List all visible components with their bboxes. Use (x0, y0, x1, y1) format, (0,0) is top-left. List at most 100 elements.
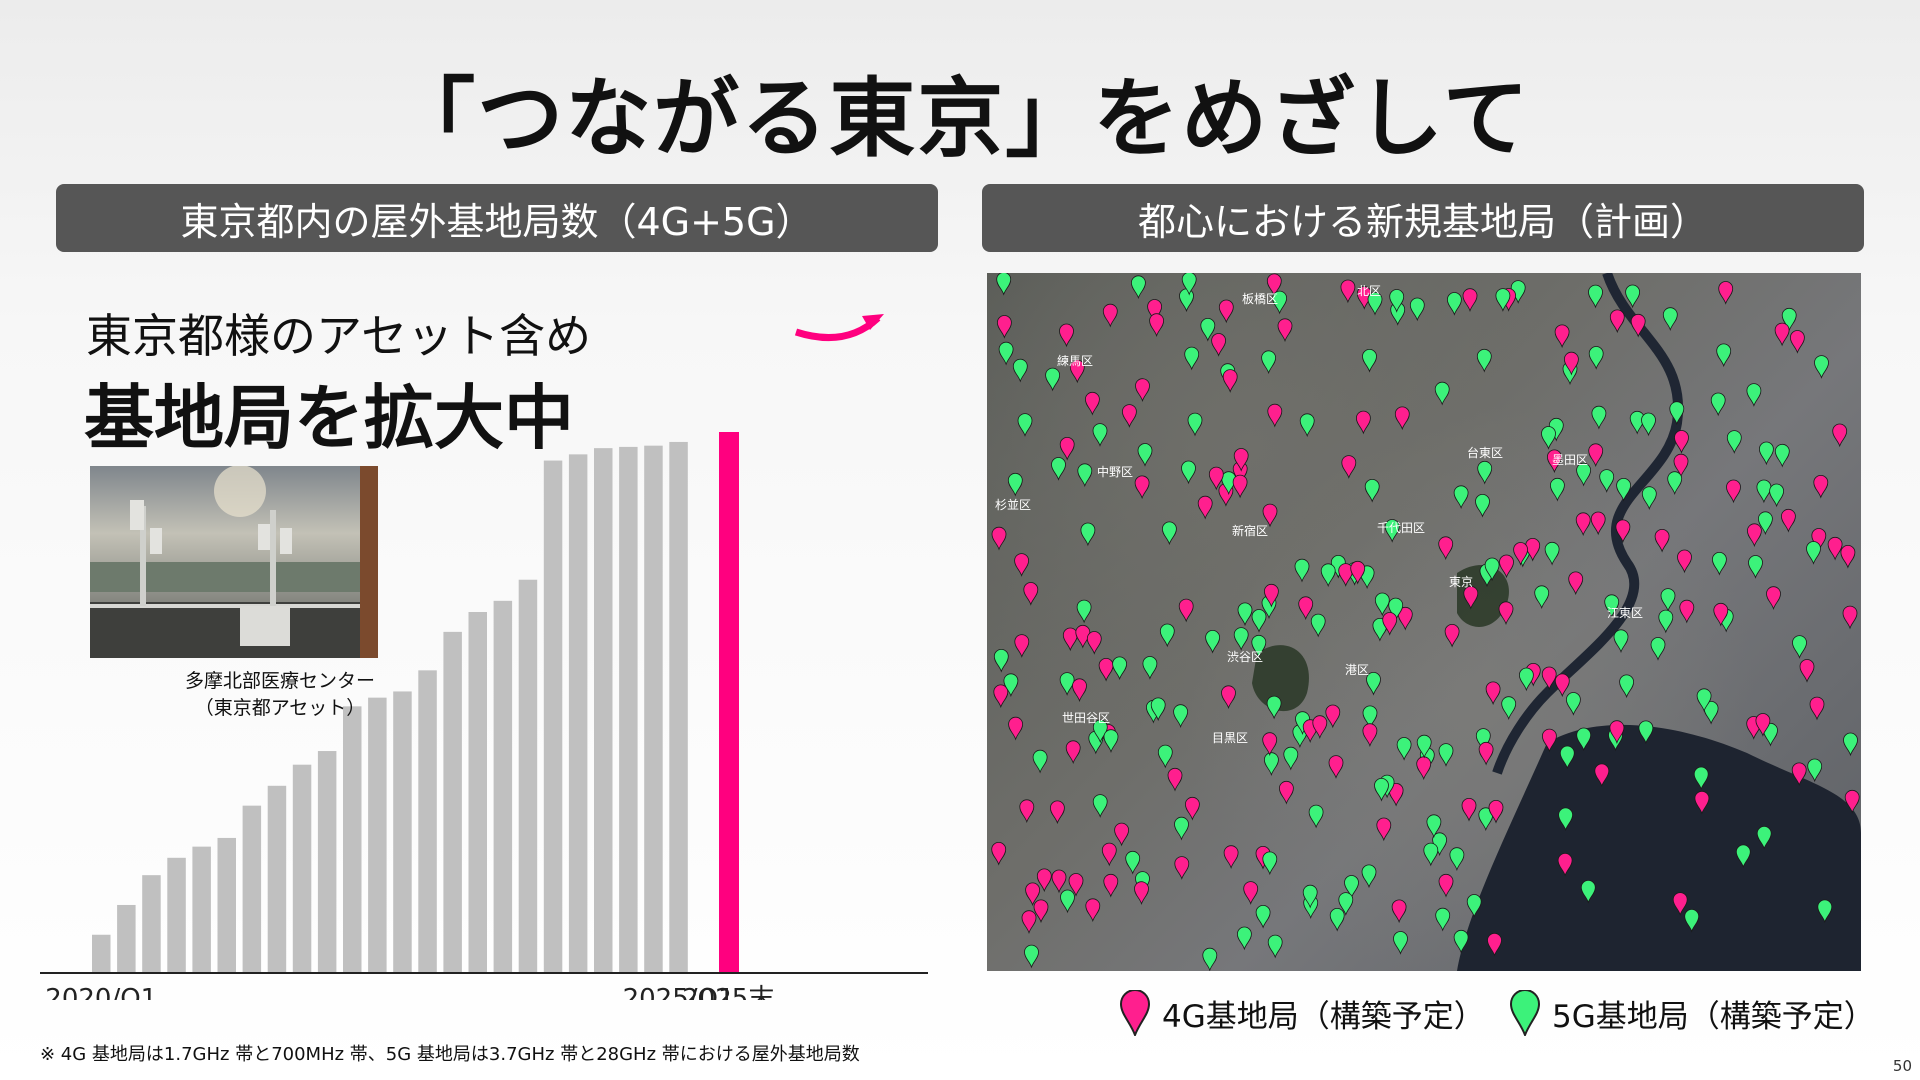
pin-5g-icon (1389, 289, 1405, 313)
pin-4g-icon (1221, 685, 1236, 710)
pin-5g-icon (1534, 585, 1550, 610)
pin-5g-icon (1792, 635, 1807, 659)
district-label: 江東区 (1607, 606, 1643, 620)
pin-4g-icon (1718, 281, 1734, 305)
pin-4g-icon (1341, 455, 1357, 479)
bar-14 (443, 631, 462, 972)
pin-4g-icon (1149, 313, 1165, 337)
pin-5g-icon (1059, 672, 1075, 696)
pin-4g-icon (1101, 842, 1117, 867)
pin-5g-icon (1012, 358, 1028, 383)
pin-5g-icon (1024, 944, 1039, 969)
pin-5g-icon (1388, 597, 1404, 622)
green-area (1457, 564, 1509, 627)
pin-5g-icon (1157, 744, 1173, 769)
district-label: 中野区 (1097, 464, 1133, 479)
pin-5g-icon (1629, 410, 1645, 435)
pin-5g-icon (1475, 494, 1490, 518)
pin-4g-icon (1023, 582, 1039, 606)
legend-5g: 5G基地局（構築予定） (1510, 990, 1875, 1036)
pin-5g-icon (1007, 472, 1023, 497)
pin-5g-icon (1261, 350, 1277, 375)
pin-4g-icon (1098, 658, 1114, 682)
pin-5g-icon (996, 273, 1012, 296)
pin-4g-icon (1487, 932, 1502, 957)
district-label: 新宿区 (1232, 523, 1268, 538)
photo-caption-line1: 多摩北部医療センター (184, 670, 375, 692)
photo-caption: 多摩北部医療センター （東京都アセット） (150, 668, 410, 722)
pin-5g-icon (1438, 743, 1454, 767)
pin-5g-icon (1142, 656, 1158, 680)
pin-4g-icon (1679, 599, 1695, 624)
pin-5g-icon (1580, 880, 1596, 904)
pin-5g-icon (1366, 672, 1381, 696)
bar-6 (242, 805, 262, 972)
pin-5g-icon (1781, 307, 1797, 332)
pin-4g-icon (1085, 391, 1100, 416)
pin-5g-icon (1161, 521, 1177, 546)
pin-4g-icon (1328, 755, 1344, 779)
pin-5g-icon (1669, 401, 1685, 425)
pin-5g-icon (1703, 701, 1719, 725)
pin-5g-icon (1817, 899, 1833, 924)
pin-4g-icon (1615, 519, 1631, 544)
pin-5g-icon (1588, 346, 1604, 370)
pin-4g-icon (1513, 542, 1528, 566)
pin-5g-icon (1466, 894, 1482, 918)
pin-5g-icon (1137, 443, 1153, 467)
pin-5g-icon (1660, 588, 1676, 612)
pin-4g-icon (996, 315, 1012, 339)
pin-4g-icon (1243, 881, 1259, 905)
pin-4g-icon (1232, 474, 1248, 499)
pin-5g-icon (1112, 656, 1128, 681)
pin-5g-icon (1550, 477, 1565, 502)
pin-5g-icon (1484, 557, 1500, 582)
pin-5g-icon (1625, 284, 1640, 309)
pin-4g-icon (1747, 523, 1762, 548)
pin-5g-icon (1130, 275, 1146, 300)
pin-5g-icon (1519, 667, 1534, 692)
pin-5g-icon (1125, 850, 1141, 875)
pin-5g-icon (1267, 934, 1283, 959)
pin-5g-icon (1807, 758, 1823, 783)
pin-5g-icon (1179, 288, 1194, 313)
chart-subtitle-big: 基地局を拡大中 (84, 377, 574, 459)
x-tick-label: 2020/Q1 (45, 984, 157, 1000)
chart-subtitle-small: 東京都様のアセット含め (86, 309, 592, 363)
pin-5g-icon (1251, 634, 1267, 659)
pin-4g-icon (1499, 554, 1514, 579)
bar-11 (368, 697, 387, 972)
district-label: 渋谷区 (1227, 650, 1263, 664)
pin-4g-icon (1085, 898, 1101, 923)
district-label: 板橋区 (1242, 292, 1278, 306)
pin-4g-icon (1416, 756, 1432, 781)
pin-5g-icon (1641, 412, 1656, 437)
x-tick-label: 2025末 (682, 984, 774, 1000)
pin-5g-icon (1650, 637, 1666, 661)
pin-4g-icon (1086, 631, 1102, 655)
legend-5g-label: 5G基地局（構築予定） (1552, 998, 1875, 1035)
district-label: 千代田区 (1377, 521, 1425, 535)
pin-4g-icon (1694, 790, 1710, 815)
pin-5g-icon (1726, 430, 1742, 454)
pin-4g-icon (1382, 612, 1398, 636)
bar-2 (142, 875, 161, 972)
pin-4g-icon (1388, 783, 1404, 807)
pin-4g-icon (1178, 598, 1194, 623)
pin-5g-icon (1092, 423, 1108, 447)
pin-5g-icon (1638, 720, 1654, 745)
pin-5g-icon (1478, 807, 1494, 832)
district-label: 台東区 (1467, 445, 1503, 460)
pin-4g-icon (1672, 892, 1688, 916)
pin-5g-icon (1003, 673, 1019, 698)
pin-4g-icon (1008, 716, 1024, 741)
pin-4g-icon (1355, 410, 1371, 435)
bay-water (1457, 724, 1861, 971)
pin-4g-icon (1590, 511, 1606, 536)
pin-4g-icon (1059, 323, 1074, 348)
pin-5g-icon (1092, 794, 1108, 818)
pin-4g-icon (1062, 627, 1078, 652)
pin-5g-icon (1017, 413, 1033, 437)
pin-5g-icon (1233, 627, 1249, 651)
